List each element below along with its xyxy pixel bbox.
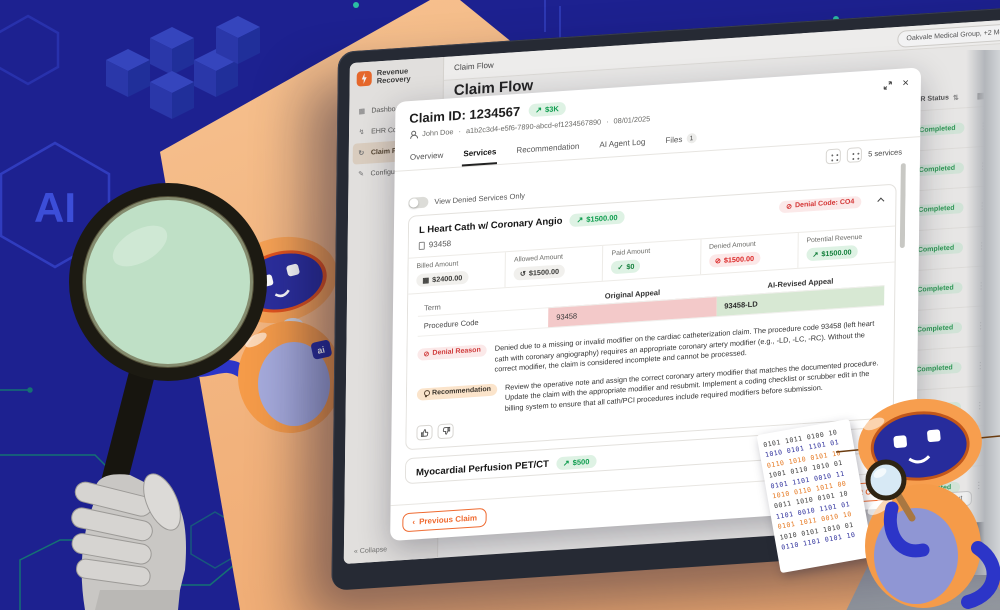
amount-label: Billed Amount: [416, 260, 459, 271]
tab[interactable]: Recommendation: [515, 136, 580, 163]
monitor-frame: Claim Flow Oakvale Medical Group, +2 Mor…: [331, 0, 1000, 591]
amount-value-pill: ↗ $1500.00: [806, 244, 858, 262]
amount-label: Potential Revenue: [806, 233, 863, 245]
amount-value-pill: ⊘ $1500.00: [708, 251, 761, 268]
tab[interactable]: Services: [462, 141, 498, 167]
denied-icon: ⊘: [786, 202, 793, 211]
toggle-label: View Denied Services Only: [434, 191, 526, 207]
person-icon: [409, 130, 417, 139]
claim-date: 08/01/2025: [613, 114, 651, 126]
claim-title: Claim ID: 1234567: [409, 103, 521, 127]
service-name: Myocardial Perfusion PET/CT: [415, 459, 549, 480]
amount-icon: ↺: [519, 268, 526, 279]
robot-arm: [961, 541, 1000, 609]
collapse-all-icon[interactable]: [846, 146, 863, 163]
tab-label: AI Agent Log: [599, 136, 646, 149]
amount-label: Allowed Amount: [513, 253, 563, 264]
amount-cell: Billed Amount ▦ $2400.00: [408, 252, 505, 293]
trend-up-icon: ↗: [562, 458, 570, 468]
service-value-badge: ↗ $500: [555, 455, 597, 471]
amount-value: $1500.00: [723, 253, 755, 265]
trend-up-icon: ↗: [576, 214, 584, 225]
tab-label: Recommendation: [516, 141, 580, 155]
tab-label: Overview: [409, 150, 444, 162]
thumbs-down-icon: [442, 427, 450, 436]
thumbs-up-button[interactable]: [416, 425, 433, 442]
amount-value-pill: ↺ $1500.00: [513, 264, 566, 281]
hand-with-magnifier: [69, 183, 267, 610]
robot-smile: [274, 289, 290, 298]
robot-magnifier: [865, 459, 916, 522]
service-value-badge: ↗ $1500.00: [569, 210, 625, 228]
amount-icon: ▦: [422, 275, 430, 285]
denied-only-toggle[interactable]: [408, 196, 429, 209]
amount-value: $0: [626, 261, 635, 272]
amount-icon: ✓: [617, 262, 624, 272]
amount-value: $2400.00: [432, 273, 463, 285]
denial-reason-badge: ⊘ Denial Reason: [417, 344, 487, 361]
expand-all-icon[interactable]: [825, 148, 842, 165]
robot-mascot-right: [835, 398, 1000, 609]
ai-hexagon-label: AI: [34, 184, 76, 231]
robot-chest: [258, 342, 330, 426]
amount-icon: ⊘: [714, 256, 721, 266]
teal-dot: [353, 2, 359, 8]
amount-cell: Denied Amount ⊘ $1500.00: [699, 232, 798, 275]
app-screen: Claim Flow Oakvale Medical Group, +2 Mor…: [343, 13, 1000, 565]
isometric-cubes: [106, 16, 260, 119]
services-scroll-area: View Denied Services Only L Heart Cath w…: [404, 161, 906, 504]
thumbs-up-icon: [420, 429, 428, 438]
amount-value-pill: ✓ $0: [611, 259, 641, 275]
patient-name: John Doe: [422, 127, 454, 139]
lightbulb-icon: [423, 390, 429, 398]
services-count: 5 services: [868, 147, 903, 159]
tab[interactable]: Files 1: [664, 128, 697, 153]
claim-modal: Claim ID: 1234567 ↗ $3K ×: [390, 67, 922, 542]
amount-icon: ↗: [812, 249, 819, 259]
close-icon[interactable]: ×: [902, 77, 909, 90]
amount-value: $1500.00: [528, 266, 560, 278]
amount-cell: Potential Revenue ↗ $1500.00: [797, 226, 896, 268]
robot-eye: [893, 435, 907, 449]
hand: [71, 473, 186, 610]
robot-ai-chip: [311, 340, 332, 360]
amount-cell: Paid Amount ✓ $0: [602, 239, 701, 281]
minimize-icon[interactable]: [882, 80, 892, 91]
claim-value-badge: ↗ $3K: [528, 101, 566, 118]
magnifier-lens: [69, 183, 267, 381]
amount-value: $1500.00: [821, 247, 852, 259]
recommendation-badge: Recommendation: [416, 383, 498, 401]
scrollbar-thumb[interactable]: [899, 163, 906, 249]
procedure-code: 93458: [428, 238, 452, 250]
tab-label: Files: [665, 134, 683, 145]
amount-value-pill: ▦ $2400.00: [416, 270, 469, 288]
thumbs-down-button[interactable]: [437, 423, 454, 440]
robot-chip-label: ai: [316, 345, 325, 356]
tab-label: Services: [463, 146, 497, 158]
document-icon: [418, 241, 425, 250]
robot-smile: [908, 455, 931, 464]
amount-label: Denied Amount: [708, 240, 756, 251]
amount-cell: Allowed Amount ↺ $1500.00: [504, 245, 603, 288]
robot-eye: [286, 263, 300, 277]
denied-icon: ⊘: [423, 351, 430, 359]
chevron-left-icon: ‹: [412, 517, 416, 527]
tab[interactable]: Overview: [409, 145, 445, 170]
previous-claim-button[interactable]: ‹ Previous Claim: [402, 507, 488, 533]
trend-up-icon: ↗: [535, 104, 543, 115]
collapse-card-chevron-icon[interactable]: [877, 197, 885, 205]
robot-arm: [883, 501, 930, 558]
robot-eye: [927, 429, 941, 443]
tab-badge: 1: [686, 132, 697, 144]
denial-code-badge: ⊘ Denial Code: CO4: [778, 195, 862, 213]
monitor-edge: [966, 50, 1000, 575]
amount-label: Paid Amount: [611, 247, 651, 258]
service-card: L Heart Cath w/ Coronary Angio ↗ $1500.0…: [405, 183, 897, 451]
tab[interactable]: AI Agent Log: [598, 131, 646, 157]
